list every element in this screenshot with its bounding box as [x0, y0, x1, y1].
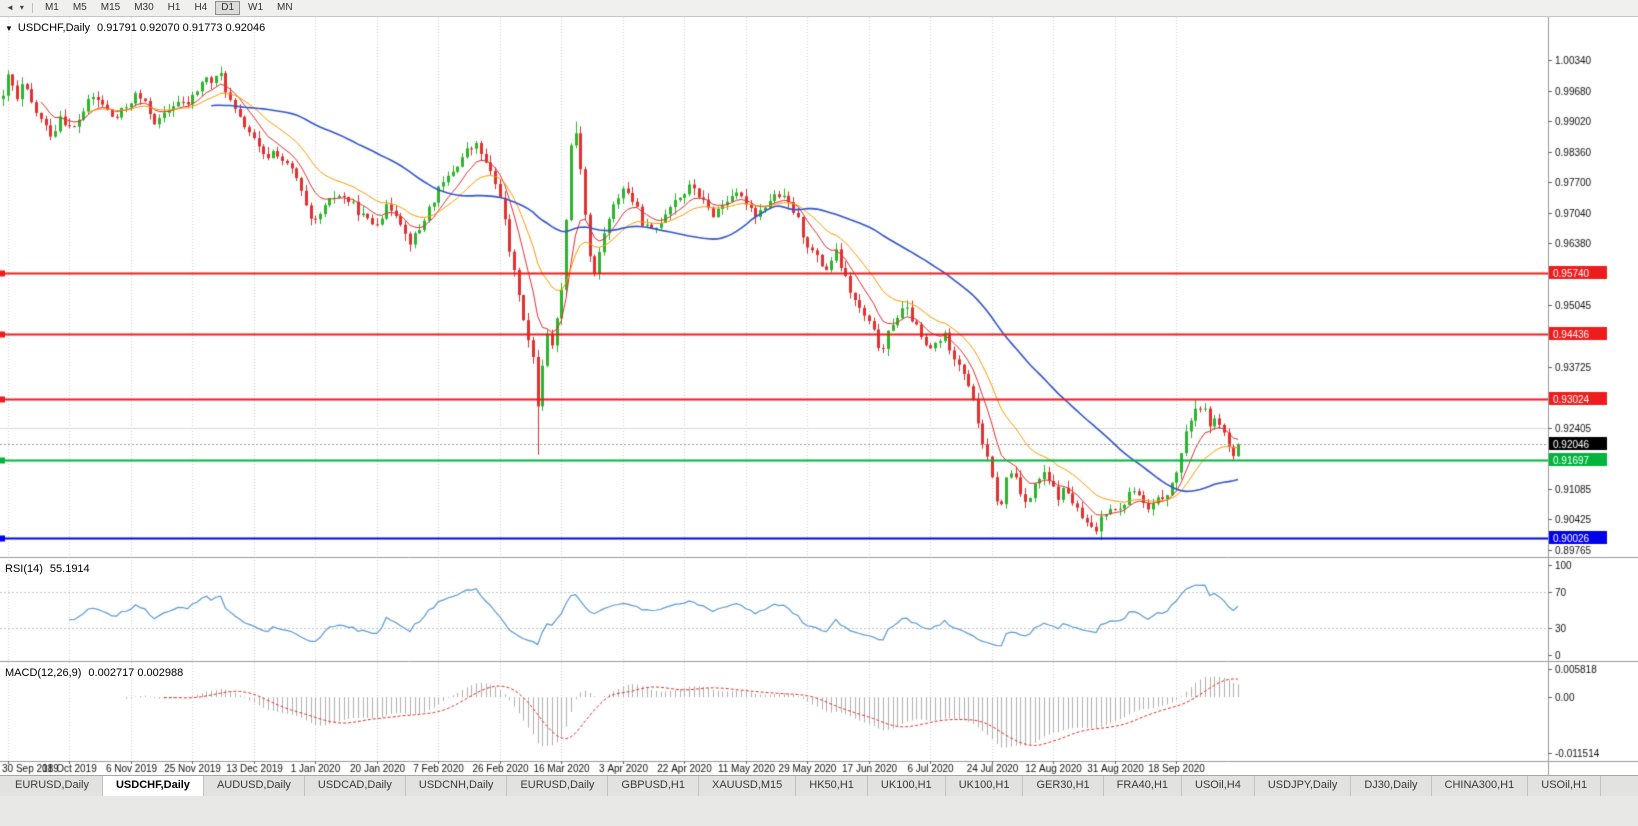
tab-gbpusd-h1[interactable]: GBPUSD,H1: [608, 776, 699, 796]
tab-dj30-daily[interactable]: DJ30,Daily: [1351, 776, 1432, 796]
price-chart-canvas[interactable]: [0, 17, 1638, 775]
timeframe-button-d1[interactable]: D1: [215, 1, 241, 15]
tab-xauusd-m15[interactable]: XAUUSD,M15: [699, 776, 797, 796]
tab-usoil-h1[interactable]: USOil,H1: [1528, 776, 1602, 796]
timeframe-button-w1[interactable]: W1: [242, 1, 269, 15]
tab-china300-h1[interactable]: CHINA300,H1: [1432, 776, 1529, 796]
tab-hk50-h1[interactable]: HK50,H1: [796, 776, 868, 796]
tab-fra40-h1[interactable]: FRA40,H1: [1104, 776, 1183, 796]
tab-ger30-h1[interactable]: GER30,H1: [1023, 776, 1104, 796]
scroll-left-icon[interactable]: ◄: [6, 3, 14, 12]
status-bar: [0, 796, 1638, 826]
timeframe-button-mn[interactable]: MN: [271, 1, 299, 15]
tab-audusd-daily[interactable]: AUDUSD,Daily: [204, 776, 305, 796]
timeframe-button-m15[interactable]: M15: [95, 1, 126, 15]
tab-usdcnh-daily[interactable]: USDCNH,Daily: [406, 776, 508, 796]
toolbar-separator: [31, 3, 33, 13]
tab-eurusd-daily[interactable]: EURUSD,Daily: [2, 776, 103, 796]
tab-uk100-h1[interactable]: UK100,H1: [868, 776, 946, 796]
tab-usdchf-daily[interactable]: USDCHF,Daily: [102, 776, 204, 796]
chart-tabbar: EURUSD,Daily USDCHF,Daily AUDUSD,Daily U…: [0, 775, 1638, 796]
tab-usdjpy-daily[interactable]: USDJPY,Daily: [1255, 776, 1352, 796]
timeframe-button-m30[interactable]: M30: [128, 1, 159, 15]
tab-uk100-h1-2[interactable]: UK100,H1: [946, 776, 1024, 796]
timeframe-button-m5[interactable]: M5: [67, 1, 93, 15]
timeframe-button-h1[interactable]: H1: [162, 1, 187, 15]
timeframe-button-h4[interactable]: H4: [188, 1, 213, 15]
tab-usoil-h4[interactable]: USOil,H4: [1182, 776, 1255, 796]
tab-usdcad-daily[interactable]: USDCAD,Daily: [305, 776, 406, 796]
timeframe-button-m1[interactable]: M1: [39, 1, 65, 15]
tab-eurusd-daily-2[interactable]: EURUSD,Daily: [507, 776, 609, 796]
timeframe-toolbar: ◄ ▾ M1 M5 M15 M30 H1 H4 D1 W1 MN: [0, 0, 1638, 17]
toolbar-caret-icon[interactable]: ▾: [19, 3, 24, 12]
chart-area: ▼ USDCHF,Daily 0.91791 0.92070 0.91773 0.9…: [0, 17, 1638, 775]
